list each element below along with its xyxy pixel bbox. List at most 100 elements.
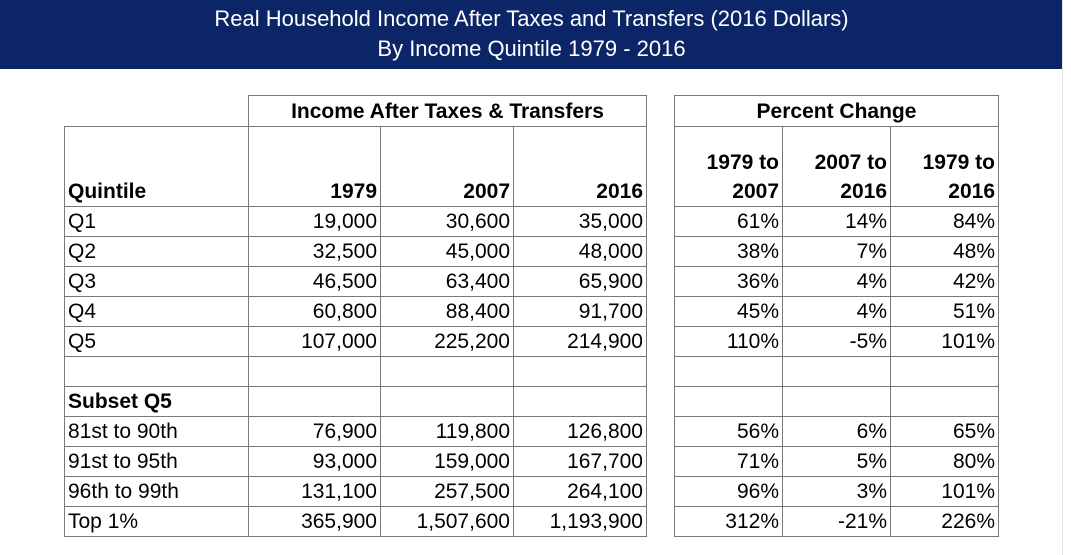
table-row: 71% 5% 80% <box>674 446 999 477</box>
change-1979-2007: 96% <box>674 476 783 507</box>
header-line-top: 2007 to <box>814 151 887 174</box>
change-2007-2016: 3% <box>782 476 891 507</box>
change-1979-2007: 312% <box>674 506 783 537</box>
table-row: Q2 32,500 45,000 48,000 <box>64 236 647 267</box>
value-1979: 60,800 <box>248 296 381 327</box>
change-1979-2016: 80% <box>890 446 999 477</box>
header-line-bottom: 2007 <box>732 180 779 203</box>
row-label: Q4 <box>64 296 249 327</box>
quintile-change-rows: 61% 14% 84% 38% 7% 48% 36% 4% 42% 45% 4% 51% 110% -5%… <box>674 206 999 357</box>
value-1979: 46,500 <box>248 266 381 297</box>
change-1979-2016: 101% <box>890 326 999 357</box>
change-1979-2007-header: 1979 to 2007 <box>674 126 783 207</box>
spacer-cell <box>513 386 647 417</box>
value-2016: 1,193,900 <box>513 506 647 537</box>
spacer-cell <box>674 356 783 387</box>
spacer-cell <box>513 356 647 387</box>
change-1979-2007: 71% <box>674 446 783 477</box>
row-label: 91st to 95th <box>64 446 249 477</box>
value-2007: 119,800 <box>380 416 514 447</box>
spacer-cell <box>782 356 891 387</box>
value-2016: 167,700 <box>513 446 647 477</box>
table-row: Top 1% 365,900 1,507,600 1,193,900 <box>64 506 647 537</box>
percent-change-table: Percent Change 1979 to 2007 2007 to 2016… <box>674 95 999 537</box>
spacer-cell <box>380 386 514 417</box>
spacer-cell <box>890 386 999 417</box>
year-2007-header: 2007 <box>380 126 514 207</box>
table-row: 56% 6% 65% <box>674 416 999 447</box>
table-row: 96th to 99th 131,100 257,500 264,100 <box>64 476 647 507</box>
row-label: Q5 <box>64 326 249 357</box>
quintile-column-header: Quintile <box>64 126 249 207</box>
change-1979-2016: 84% <box>890 206 999 237</box>
value-2007: 257,500 <box>380 476 514 507</box>
change-2007-2016: -21% <box>782 506 891 537</box>
quintile-income-rows: Q1 19,000 30,600 35,000 Q2 32,500 45,000 48,000… <box>64 206 647 357</box>
value-2007: 45,000 <box>380 236 514 267</box>
table-row: Q5 107,000 225,200 214,900 <box>64 326 647 357</box>
value-2016: 126,800 <box>513 416 647 447</box>
table-row: 96% 3% 101% <box>674 476 999 507</box>
row-label: Q3 <box>64 266 249 297</box>
table-row: Q1 19,000 30,600 35,000 <box>64 206 647 237</box>
blank-corner <box>65 96 249 127</box>
year-2016-header: 2016 <box>513 126 647 207</box>
row-label: Top 1% <box>64 506 249 537</box>
change-1979-2007: 36% <box>674 266 783 297</box>
value-1979: 76,900 <box>248 416 381 447</box>
value-1979: 19,000 <box>248 206 381 237</box>
spacer-cell <box>64 356 249 387</box>
value-2016: 91,700 <box>513 296 647 327</box>
change-1979-2016: 48% <box>890 236 999 267</box>
spacer-cell <box>674 386 783 417</box>
title-line-1: Real Household Income After Taxes and Tr… <box>214 6 849 31</box>
table-row: Q4 60,800 88,400 91,700 <box>64 296 647 327</box>
value-2007: 159,000 <box>380 446 514 477</box>
spacer-cell <box>380 356 514 387</box>
table-row: 36% 4% 42% <box>674 266 999 297</box>
change-1979-2016: 65% <box>890 416 999 447</box>
row-label: 81st to 90th <box>64 416 249 447</box>
table-row: 61% 14% 84% <box>674 206 999 237</box>
table-row: Q3 46,500 63,400 65,900 <box>64 266 647 297</box>
change-2007-2016: -5% <box>782 326 891 357</box>
change-1979-2016: 226% <box>890 506 999 537</box>
table-row: 81st to 90th 76,900 119,800 126,800 <box>64 416 647 447</box>
table-row: 45% 4% 51% <box>674 296 999 327</box>
value-1979: 365,900 <box>248 506 381 537</box>
value-2016: 65,900 <box>513 266 647 297</box>
change-1979-2016: 51% <box>890 296 999 327</box>
value-1979: 93,000 <box>248 446 381 477</box>
change-2007-2016: 5% <box>782 446 891 477</box>
change-1979-2007: 38% <box>674 236 783 267</box>
change-2007-2016: 7% <box>782 236 891 267</box>
value-2007: 30,600 <box>380 206 514 237</box>
value-2007: 88,400 <box>380 296 514 327</box>
spacer-cell <box>782 386 891 417</box>
value-1979: 107,000 <box>248 326 381 357</box>
value-2016: 264,100 <box>513 476 647 507</box>
percent-change-group-header: Percent Change <box>674 95 999 127</box>
income-group-header: Income After Taxes & Transfers <box>248 95 647 127</box>
row-label: Q2 <box>64 236 249 267</box>
spacer-cell <box>248 356 381 387</box>
year-1979-header: 1979 <box>248 126 381 207</box>
value-2007: 63,400 <box>380 266 514 297</box>
change-2007-2016: 4% <box>782 296 891 327</box>
header-line-bottom: 2016 <box>840 180 887 203</box>
table-row: 312% -21% 226% <box>674 506 999 537</box>
subset-income-rows: 81st to 90th 76,900 119,800 126,800 91st to … <box>64 416 647 537</box>
change-2007-2016: 4% <box>782 266 891 297</box>
header-line-bottom: 2016 <box>948 180 995 203</box>
row-label: Q1 <box>64 206 249 237</box>
title-banner: Real Household Income After Taxes and Tr… <box>0 0 1063 69</box>
value-2007: 225,200 <box>380 326 514 357</box>
change-1979-2007: 61% <box>674 206 783 237</box>
change-1979-2016: 42% <box>890 266 999 297</box>
spacer-cell <box>890 356 999 387</box>
change-1979-2007: 45% <box>674 296 783 327</box>
subset-q5-label: Subset Q5 <box>64 386 249 417</box>
change-1979-2016-header: 1979 to 2016 <box>890 126 999 207</box>
subset-change-rows: 56% 6% 65% 71% 5% 80% 96% 3% 101% 312% -21% 226% <box>674 416 999 537</box>
table-row: 110% -5% 101% <box>674 326 999 357</box>
